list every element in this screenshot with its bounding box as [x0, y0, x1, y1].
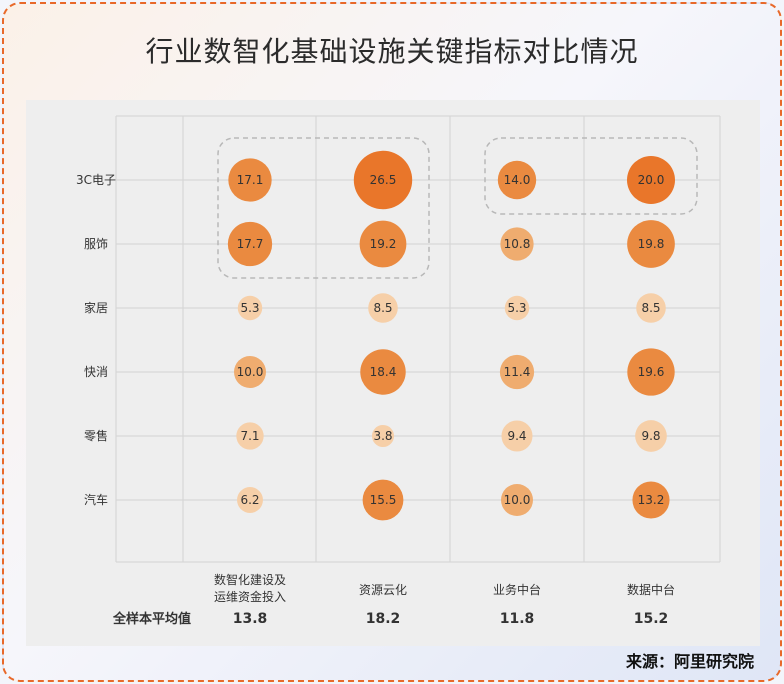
bubble — [353, 150, 413, 210]
bubble — [228, 158, 272, 202]
bubble-label: 8.5 — [641, 301, 660, 315]
bubble-label: 8.5 — [373, 301, 392, 315]
bubble — [635, 420, 667, 452]
bubble-label: 17.7 — [237, 237, 264, 251]
bubble-label: 26.5 — [370, 173, 397, 187]
bubble-label: 17.1 — [237, 173, 264, 187]
column-label: 数智化建设及 — [214, 572, 286, 587]
row-label: 家居 — [84, 300, 108, 315]
column-label: 资源云化 — [359, 583, 407, 597]
row-label: 汽车 — [84, 492, 108, 507]
bubble-label: 20.0 — [638, 173, 665, 187]
bubble — [501, 484, 533, 516]
bubble-label: 10.0 — [237, 365, 264, 379]
bubble-label: 7.1 — [240, 429, 259, 443]
bubble — [501, 420, 533, 452]
row-label: 快消 — [84, 365, 108, 379]
column-label: 运维资金投入 — [214, 589, 286, 604]
bubble-label: 9.8 — [641, 429, 660, 443]
bubble — [236, 422, 264, 450]
bubble — [227, 221, 273, 267]
highlight-box-0 — [217, 137, 430, 279]
average-value: 13.8 — [233, 611, 268, 627]
average-value: 11.8 — [500, 611, 535, 627]
row-label: 服饰 — [84, 237, 108, 251]
bubble-label: 14.0 — [504, 173, 531, 187]
bubble — [627, 348, 675, 396]
bubble — [237, 295, 263, 321]
column-label: 业务中台 — [493, 582, 541, 597]
average-label: 全样本平均值 — [112, 611, 191, 627]
bubble — [359, 220, 407, 268]
row-label: 零售 — [84, 428, 108, 443]
bubble-label: 10.8 — [504, 237, 531, 251]
average-value: 15.2 — [634, 611, 669, 627]
bubble — [632, 481, 670, 519]
bubble — [500, 227, 534, 261]
bubble-label: 6.2 — [240, 493, 259, 507]
bubble — [368, 293, 398, 323]
highlight-box-1 — [484, 137, 698, 215]
bubble-label: 19.2 — [370, 237, 397, 251]
bubble — [636, 293, 666, 323]
bubble-label: 9.4 — [507, 429, 526, 443]
bubble — [497, 160, 537, 200]
bubble — [371, 424, 395, 448]
bubble — [627, 156, 675, 204]
bubble — [362, 479, 404, 521]
bubble-label: 18.4 — [370, 365, 397, 379]
bubble-label: 15.5 — [370, 493, 397, 507]
bubble-label: 10.0 — [504, 493, 531, 507]
bubble-label: 19.6 — [638, 365, 665, 379]
average-value: 18.2 — [366, 611, 401, 627]
bubble — [627, 220, 675, 268]
bubble-label: 11.4 — [504, 365, 531, 379]
bubble — [499, 354, 535, 390]
bubble-label: 19.8 — [638, 237, 665, 251]
row-label: 3C电子 — [76, 173, 116, 187]
bubble-label: 5.3 — [240, 301, 259, 315]
bubble-label: 3.8 — [373, 429, 392, 443]
bubble-label: 13.2 — [638, 493, 665, 507]
bubble-label: 5.3 — [507, 301, 526, 315]
bubble — [234, 356, 266, 388]
column-label: 数据中台 — [627, 582, 675, 597]
bubble — [360, 349, 406, 395]
chart-title: 行业数智化基础设施关键指标对比情况 — [145, 35, 639, 68]
source-label: 来源：阿里研究院 — [625, 652, 754, 671]
bubble — [504, 295, 530, 321]
bubble — [237, 487, 263, 513]
